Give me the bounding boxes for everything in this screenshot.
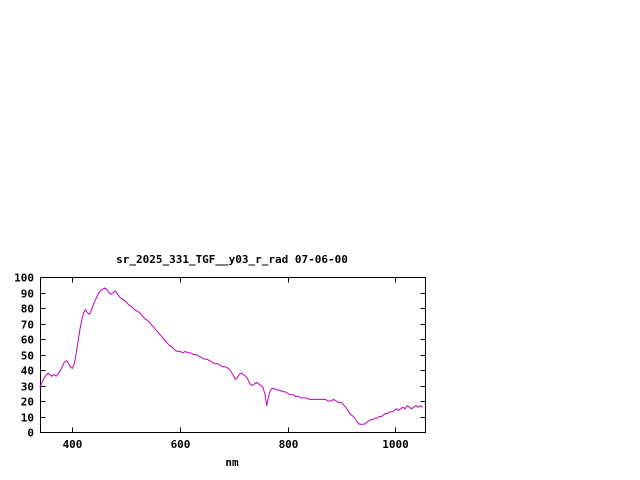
plot-frame-rect (40, 277, 426, 433)
y-tick-label: 90 (21, 288, 34, 301)
y-tick-label: 10 (21, 412, 34, 425)
plot-border (40, 277, 426, 433)
x-tick-label: 1000 (382, 438, 409, 451)
x-tick-label: 600 (171, 438, 191, 451)
data-line (39, 287, 423, 425)
y-tick-label: 100 (14, 272, 34, 285)
y-tick-label: 20 (21, 396, 34, 409)
data-series (39, 287, 423, 425)
x-tick-label: 400 (63, 438, 83, 451)
y-tick-label: 80 (21, 303, 34, 316)
y-tick-label: 30 (21, 381, 34, 394)
y-tick-label: 0 (27, 427, 34, 440)
x-axis-label: nm (225, 456, 239, 469)
y-tick-label: 50 (21, 350, 34, 363)
x-tick-label: 800 (279, 438, 299, 451)
chart-title: sr_2025_331_TGF__y03_r_rad 07-06-00 (116, 253, 348, 266)
y-tick-label: 60 (21, 334, 34, 347)
axis-ticks (40, 277, 426, 433)
y-tick-label: 40 (21, 365, 34, 378)
axis-tick-labels: 400 600 800 1000 0 10 20 30 40 50 60 70 80 90 100 (14, 272, 409, 452)
y-tick-label: 70 (21, 319, 34, 332)
